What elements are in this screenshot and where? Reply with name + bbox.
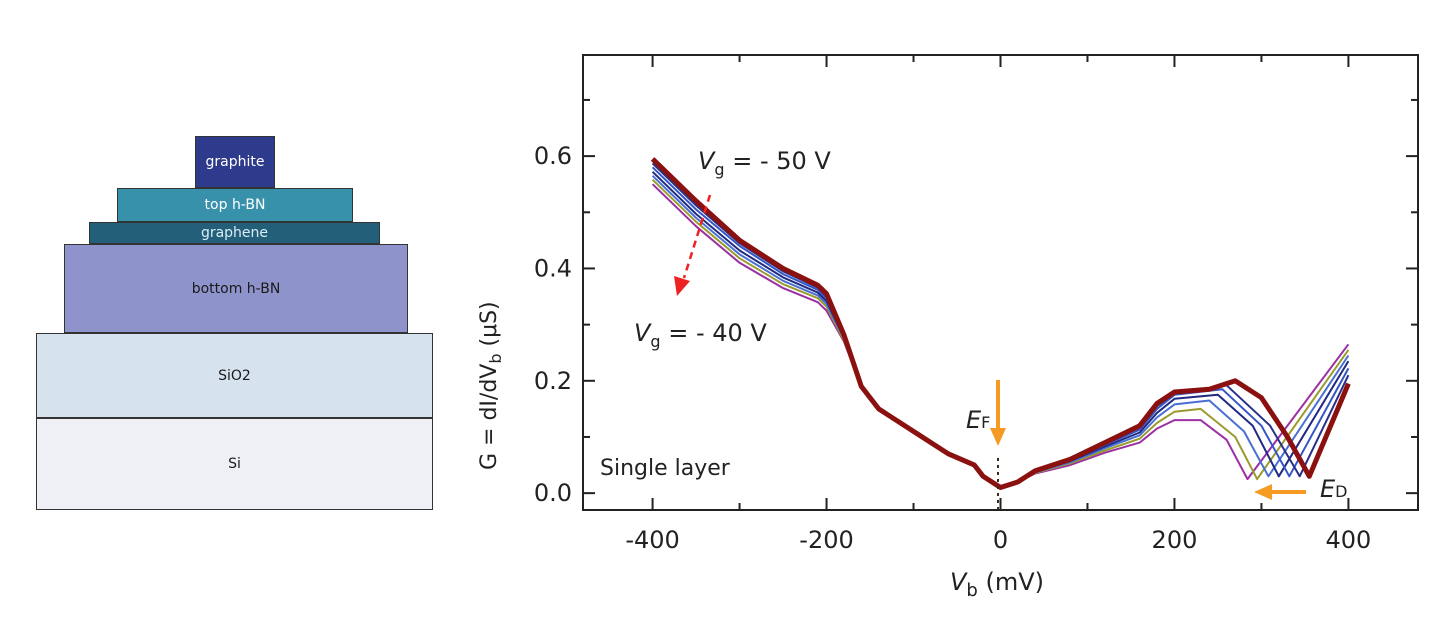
ef-label: EF xyxy=(966,406,990,434)
ef-arrowhead-icon xyxy=(990,428,1006,446)
ed-arrowhead-icon xyxy=(1254,484,1272,500)
x-tick-label: -400 xyxy=(625,526,679,554)
label-part: (μS) xyxy=(477,301,502,353)
label-part: g xyxy=(650,332,660,351)
layer-label: graphite xyxy=(205,154,265,170)
layer-label: top h-BN xyxy=(204,197,266,213)
gate-trend-arrow xyxy=(682,194,712,279)
x-tick-label: 400 xyxy=(1326,526,1372,554)
x-tick-label: 0 xyxy=(993,526,1008,554)
label-part: D xyxy=(1335,482,1347,501)
label-part: V xyxy=(634,319,652,347)
label-part: E xyxy=(1320,475,1336,503)
label-part: = - 40 V xyxy=(661,319,768,347)
x-tick-label: -200 xyxy=(799,526,853,554)
single-layer-label: Single layer xyxy=(600,456,731,481)
y-tick-label: 0.6 xyxy=(534,142,572,170)
label-part: V xyxy=(698,147,716,175)
y-tick-label: 0.4 xyxy=(534,254,572,282)
layer-label: bottom h-BN xyxy=(191,280,281,297)
layer-sio2: SiO2 xyxy=(36,333,433,418)
ed-label: ED xyxy=(1320,475,1348,503)
layer-bottom-h-bn: bottom h-BN xyxy=(64,244,408,333)
label-part: F xyxy=(981,413,990,432)
gate-trend-arrowhead-icon xyxy=(674,276,690,296)
layer-graphene: graphene xyxy=(89,222,380,244)
y-tick-label: 0.2 xyxy=(534,367,572,395)
layer-graphite: graphite xyxy=(195,136,275,188)
label-part: = - 50 V xyxy=(725,147,832,175)
label-part: G = dI/dV xyxy=(477,364,502,470)
layer-label: Si xyxy=(228,456,241,472)
series-line-6 xyxy=(650,157,1351,490)
label-part: V xyxy=(950,568,968,596)
x-axis-label: Vb (mV) xyxy=(950,568,1044,601)
label-part: E xyxy=(966,406,982,434)
layer-si: Si xyxy=(36,418,433,510)
label-part: b xyxy=(486,353,505,363)
y-tick-label: 0.0 xyxy=(534,479,572,507)
label-part: g xyxy=(714,160,724,179)
layer-label: graphene xyxy=(200,225,269,241)
label-part: (mV) xyxy=(978,568,1044,596)
layer-label: SiO2 xyxy=(218,367,251,384)
label-part: b xyxy=(966,580,977,601)
x-tick-label: 200 xyxy=(1152,526,1198,554)
layer-top-h-bn: top h-BN xyxy=(117,188,353,222)
vg-top-label: Vg = - 50 V xyxy=(698,147,831,179)
vg-bottom-label: Vg = - 40 V xyxy=(634,319,767,351)
y-axis-label: G = dI/dVb (μS) xyxy=(477,301,505,470)
